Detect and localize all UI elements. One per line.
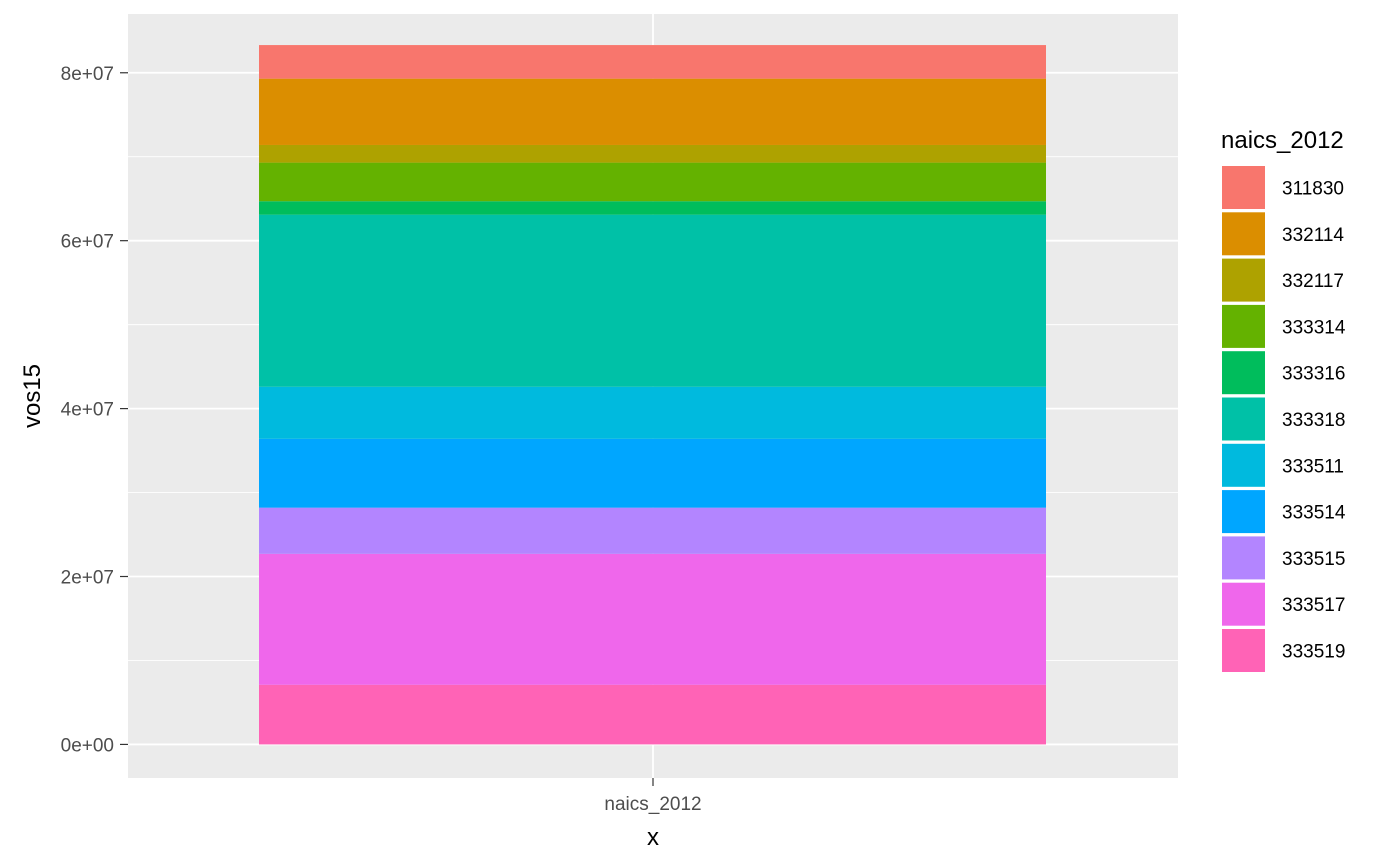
legend-label: 333515 [1282, 549, 1345, 570]
legend-label: 333517 [1282, 595, 1345, 616]
x-tick-label: naics_2012 [604, 794, 701, 815]
bar-segment-333314 [259, 162, 1046, 202]
legend-key-333519 [1222, 629, 1265, 672]
y-tick-label: 6e+07 [61, 232, 114, 253]
legend-key-333517 [1222, 582, 1265, 626]
legend-key-333314 [1222, 304, 1265, 348]
y-tick-label: 2e+07 [61, 568, 114, 589]
y-axis: 0e+00 2e+07 4e+07 6e+07 8e+07 [61, 64, 128, 756]
bar-segment-333511 [259, 386, 1046, 439]
bar-segment-332117 [259, 144, 1046, 163]
legend-label: 333318 [1282, 410, 1345, 431]
bar-segment-333515 [259, 507, 1046, 554]
bar-segment-333517 [259, 553, 1046, 685]
legend-key-333511 [1222, 443, 1265, 487]
legend-label: 332114 [1282, 225, 1344, 246]
legend-key-333515 [1222, 536, 1265, 580]
legend-label: 333314 [1282, 317, 1346, 338]
legend-label: 333514 [1282, 503, 1346, 524]
legend-title: naics_2012 [1221, 127, 1344, 154]
legend-key-333514 [1222, 490, 1265, 534]
bar-segments [259, 45, 1046, 745]
legend-label: 333511 [1282, 456, 1344, 477]
y-tick-label: 0e+00 [61, 735, 114, 756]
y-tick-label: 4e+07 [61, 400, 114, 421]
bar-segment-311830 [259, 45, 1046, 79]
bar-segment-333318 [259, 214, 1046, 387]
x-axis: naics_2012 [604, 778, 702, 815]
legend-label: 332117 [1282, 271, 1344, 292]
legend-label: 333316 [1282, 364, 1345, 385]
bar-segment-333519 [259, 684, 1046, 745]
legend-key-333316 [1222, 351, 1265, 395]
y-tick-label: 8e+07 [61, 64, 114, 85]
legend-key-332114 [1222, 212, 1265, 256]
y-axis-title: vos15 [19, 364, 46, 428]
legend-label: 311830 [1282, 179, 1344, 200]
legend-key-332117 [1222, 258, 1265, 302]
bar-segment-333316 [259, 201, 1046, 215]
bar-segment-333514 [259, 438, 1046, 508]
legend: naics_2012 311830 332114 332117 333314 33331… [1221, 127, 1346, 672]
legend-label: 333519 [1282, 642, 1345, 663]
legend-key-311830 [1222, 166, 1265, 209]
x-axis-title: x [647, 824, 659, 851]
bar-segment-332114 [259, 78, 1046, 145]
legend-key-333318 [1222, 397, 1265, 441]
